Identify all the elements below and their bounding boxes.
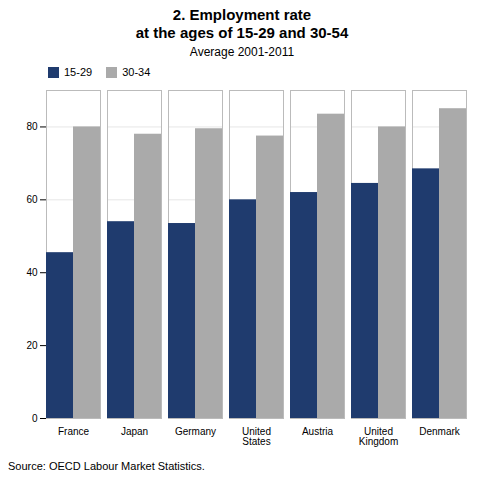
html-text:30-34: 30-34 bbox=[122, 66, 151, 78]
svg-text:20: 20 bbox=[26, 340, 38, 351]
svg-text:0: 0 bbox=[32, 413, 38, 424]
html-text:Source: OECD Labour Market Sta: Source: OECD Labour Market Statistics. bbox=[8, 460, 205, 472]
svg-text:Austria: Austria bbox=[302, 426, 334, 437]
svg-text:UnitedStates: UnitedStates bbox=[242, 426, 271, 447]
svg-text:Japan: Japan bbox=[121, 426, 148, 437]
html-text:2. Employment rate: 2. Employment rate bbox=[172, 6, 312, 23]
svg-text:France: France bbox=[58, 426, 90, 437]
html-text:15-29: 15-29 bbox=[64, 66, 93, 78]
html-text:at the ages of 15-29 and 30-54: at the ages of 15-29 and 30-54 bbox=[135, 24, 349, 41]
svg-text:UnitedKingdom: UnitedKingdom bbox=[359, 426, 398, 447]
svg-text:Denmark: Denmark bbox=[419, 426, 461, 437]
html-text:Average 2001-2011: Average 2001-2011 bbox=[189, 45, 295, 59]
svg-text:80: 80 bbox=[26, 121, 38, 132]
svg-text:60: 60 bbox=[26, 194, 38, 205]
svg-text:Germany: Germany bbox=[175, 426, 216, 437]
svg-text:40: 40 bbox=[26, 267, 38, 278]
